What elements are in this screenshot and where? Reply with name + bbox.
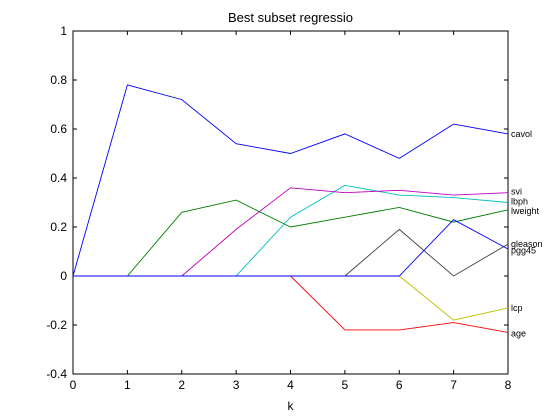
y-tick-label: 0.6 xyxy=(50,122,67,136)
series-end-label: cavol xyxy=(511,129,532,139)
series-end-label: lbph xyxy=(511,196,528,206)
axes-box xyxy=(72,30,509,375)
x-tick-label: 7 xyxy=(450,378,457,392)
series-end-label: pgg45 xyxy=(511,245,536,255)
series-line-lcp xyxy=(73,275,509,321)
x-tick-label: 6 xyxy=(396,378,403,392)
y-tick-label: -0.4 xyxy=(46,367,67,381)
series-line-lweight xyxy=(73,199,509,277)
x-tick-label: 3 xyxy=(233,378,240,392)
series-end-label: svi xyxy=(511,186,522,196)
series-end-label: gleason xyxy=(511,239,543,249)
x-tick-label: 1 xyxy=(124,378,131,392)
y-axis: -0.4 -0.2 0 0.2 0.4 0.6 0.8 1 xyxy=(46,24,508,381)
x-axis: 0 1 2 3 4 5 6 7 8 xyxy=(70,31,512,392)
x-tick-label: 8 xyxy=(505,378,512,392)
y-tick-label: 0.8 xyxy=(50,73,67,87)
x-tick-label: 2 xyxy=(178,378,185,392)
x-axis-label: k xyxy=(288,399,295,413)
x-tick-label: 0 xyxy=(70,378,77,392)
series-end-label: age xyxy=(511,329,526,339)
series-line-age xyxy=(73,275,509,333)
series-line-lcavol xyxy=(72,84,509,277)
y-tick-label: 0 xyxy=(60,269,67,283)
series-line-gleason xyxy=(73,228,509,277)
series-lines xyxy=(72,84,509,333)
y-tick-label: 0.4 xyxy=(50,171,67,185)
x-tick-label: 5 xyxy=(342,378,349,392)
y-tick-label: 1 xyxy=(60,24,67,38)
series-line-pgg45 xyxy=(73,219,509,277)
y-tick-label: 0.2 xyxy=(50,220,67,234)
series-end-label: lcp xyxy=(511,303,523,313)
y-tick-label: -0.2 xyxy=(46,318,67,332)
chart-title: Best subset regressio xyxy=(228,10,353,25)
x-tick-label: 4 xyxy=(287,378,294,392)
series-end-label: lweight xyxy=(511,206,540,216)
